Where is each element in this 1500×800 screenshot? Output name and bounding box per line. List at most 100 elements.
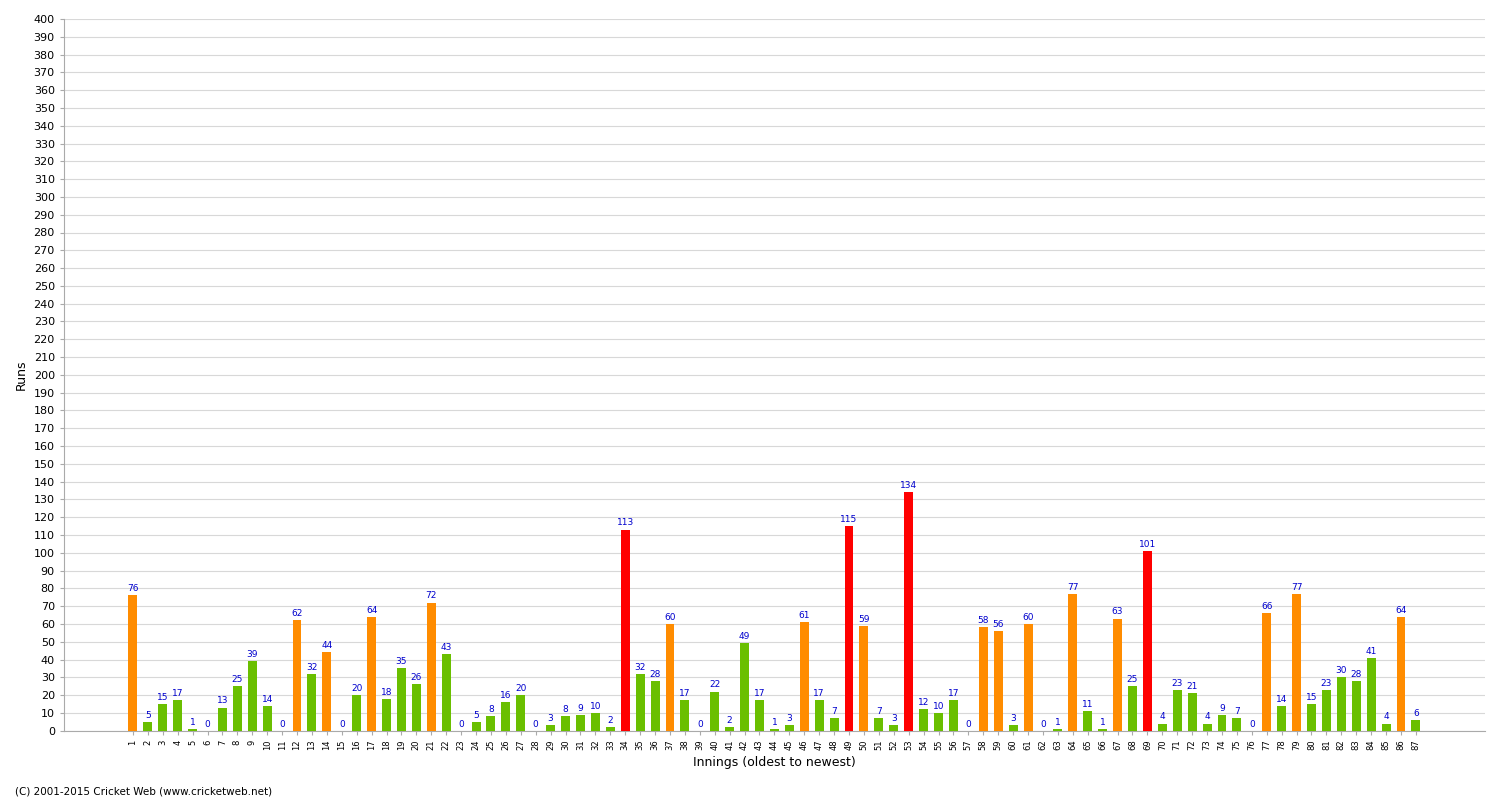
Bar xyxy=(561,717,570,730)
Text: 4: 4 xyxy=(1204,713,1210,722)
Y-axis label: Runs: Runs xyxy=(15,359,28,390)
Text: 14: 14 xyxy=(261,694,273,704)
Bar xyxy=(368,617,376,730)
Bar xyxy=(859,626,868,730)
Text: 20: 20 xyxy=(351,684,363,693)
Text: 17: 17 xyxy=(948,690,958,698)
Text: 1: 1 xyxy=(189,718,195,726)
Text: 15: 15 xyxy=(1305,693,1317,702)
Text: 17: 17 xyxy=(680,690,690,698)
Bar xyxy=(159,704,166,730)
Bar xyxy=(920,710,928,730)
Text: 43: 43 xyxy=(441,643,452,652)
Bar xyxy=(1173,690,1182,730)
Text: 1: 1 xyxy=(771,718,777,726)
Bar xyxy=(621,530,630,730)
Text: 8: 8 xyxy=(562,706,568,714)
Text: 62: 62 xyxy=(291,610,303,618)
Bar xyxy=(636,674,645,730)
Text: 25: 25 xyxy=(231,675,243,684)
Text: 32: 32 xyxy=(306,662,318,671)
Text: 0: 0 xyxy=(204,719,210,729)
Bar xyxy=(1128,686,1137,730)
Bar xyxy=(1233,718,1242,730)
Text: 61: 61 xyxy=(798,611,810,620)
Text: 28: 28 xyxy=(1350,670,1362,678)
Text: 63: 63 xyxy=(1112,607,1124,617)
Bar xyxy=(471,722,480,730)
Bar xyxy=(232,686,242,730)
Bar xyxy=(129,595,138,730)
Text: 10: 10 xyxy=(590,702,602,710)
Bar xyxy=(1008,726,1017,730)
Text: 0: 0 xyxy=(458,719,464,729)
Text: 49: 49 xyxy=(740,632,750,642)
Text: 9: 9 xyxy=(578,703,584,713)
Text: 26: 26 xyxy=(411,674,422,682)
Bar xyxy=(681,701,690,730)
Bar xyxy=(516,695,525,730)
Bar xyxy=(1276,706,1286,730)
Bar xyxy=(1352,681,1360,730)
Bar xyxy=(262,706,272,730)
Bar xyxy=(993,631,1002,730)
Bar xyxy=(1306,704,1316,730)
Text: (C) 2001-2015 Cricket Web (www.cricketweb.net): (C) 2001-2015 Cricket Web (www.cricketwe… xyxy=(15,786,272,796)
Text: 44: 44 xyxy=(321,642,333,650)
Text: 0: 0 xyxy=(1250,719,1254,729)
Bar xyxy=(188,729,196,730)
Bar xyxy=(1068,594,1077,730)
Text: 16: 16 xyxy=(500,691,512,700)
Bar xyxy=(800,622,808,730)
Bar xyxy=(382,698,392,730)
Bar xyxy=(308,674,316,730)
Text: 56: 56 xyxy=(993,620,1004,629)
Bar xyxy=(172,701,182,730)
Bar xyxy=(666,624,675,730)
Bar xyxy=(754,701,764,730)
Text: 32: 32 xyxy=(634,662,646,671)
Bar xyxy=(292,620,302,730)
Bar xyxy=(1023,624,1032,730)
Text: 10: 10 xyxy=(933,702,945,710)
Text: 0: 0 xyxy=(279,719,285,729)
Bar xyxy=(980,627,988,730)
Text: 17: 17 xyxy=(753,690,765,698)
Text: 25: 25 xyxy=(1126,675,1138,684)
Text: 5: 5 xyxy=(146,710,150,720)
Bar xyxy=(874,718,884,730)
Bar xyxy=(398,668,406,730)
Text: 7: 7 xyxy=(1234,707,1240,716)
Bar xyxy=(890,726,898,730)
Text: 115: 115 xyxy=(840,515,858,524)
Bar xyxy=(1218,714,1227,730)
Text: 13: 13 xyxy=(216,697,228,706)
Text: 76: 76 xyxy=(128,584,138,594)
Bar xyxy=(740,643,748,730)
Bar xyxy=(248,662,256,730)
Bar xyxy=(1188,694,1197,730)
Text: 3: 3 xyxy=(1010,714,1016,723)
Text: 0: 0 xyxy=(339,719,345,729)
Text: 4: 4 xyxy=(1383,713,1389,722)
Text: 2: 2 xyxy=(608,716,613,725)
Text: 22: 22 xyxy=(710,680,720,690)
Text: 6: 6 xyxy=(1413,709,1419,718)
Bar xyxy=(606,727,615,730)
Bar xyxy=(1366,658,1376,730)
Bar xyxy=(1158,723,1167,730)
Text: 20: 20 xyxy=(514,684,526,693)
Bar xyxy=(144,722,153,730)
Bar xyxy=(441,654,450,730)
Bar xyxy=(934,713,944,730)
Text: 0: 0 xyxy=(1040,719,1046,729)
Text: 72: 72 xyxy=(426,591,436,601)
Text: 30: 30 xyxy=(1335,666,1347,675)
Text: 8: 8 xyxy=(488,706,494,714)
Text: 17: 17 xyxy=(813,690,825,698)
Bar xyxy=(217,707,226,730)
Text: 28: 28 xyxy=(650,670,662,678)
Bar xyxy=(322,652,332,730)
Bar xyxy=(546,726,555,730)
Bar xyxy=(352,695,362,730)
